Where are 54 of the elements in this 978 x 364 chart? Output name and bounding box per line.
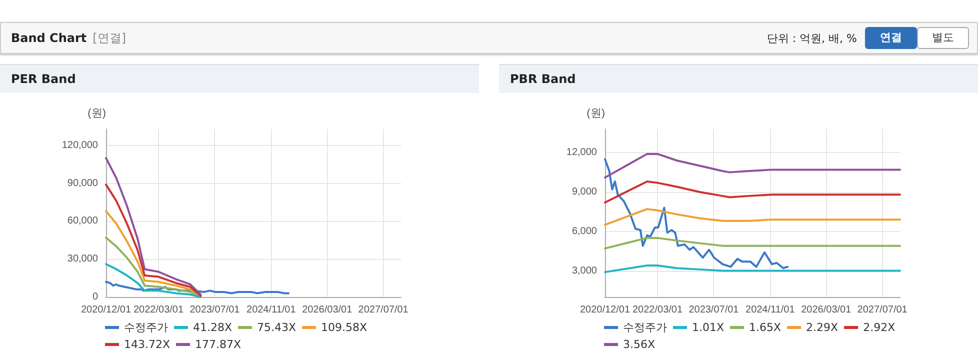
y-tick-label: 60,000	[67, 216, 98, 227]
x-tick-label: 2023/07/01	[190, 304, 240, 316]
line-series	[105, 280, 290, 294]
chart-title: PER Band	[0, 64, 479, 93]
text: 별도	[917, 27, 969, 49]
line-series	[604, 158, 789, 270]
legend-label: 2.92X	[863, 321, 896, 334]
line-series	[604, 208, 901, 226]
text: Band Chart	[11, 31, 87, 45]
legend-label: 수정주가	[623, 321, 667, 334]
text: [연결]	[92, 31, 126, 45]
y-tick-label: 90,000	[67, 178, 98, 189]
y-tick-label: 9,000	[572, 186, 598, 198]
line-series	[604, 236, 901, 250]
legend-label: 75.43X	[257, 321, 297, 334]
line-series	[604, 152, 901, 179]
y-tick-label: 6,000	[572, 226, 598, 237]
text: 연결	[865, 27, 917, 49]
y-tick-label: 3,000	[572, 265, 598, 276]
x-tick-label: 2024/11/01	[746, 304, 796, 316]
x-tick-label: 2022/03/01	[632, 304, 683, 316]
legend-label: 143.72X	[124, 338, 170, 351]
y-tick-label: 12,000	[566, 147, 598, 158]
x-tick-label: 2027/07/01	[857, 304, 908, 316]
line-series	[105, 210, 202, 297]
legend-label: 41.28X	[193, 321, 232, 334]
y-axis-title: (원)	[88, 108, 106, 120]
legend-label: 수정주가	[124, 321, 168, 334]
line-series	[105, 184, 202, 297]
line-series	[604, 180, 901, 204]
x-tick-label: 2020/12/01	[80, 304, 132, 316]
chart-title: PBR Band	[499, 64, 978, 93]
legend-label: 1.65X	[749, 321, 782, 334]
legend-label: 177.87X	[195, 338, 242, 351]
text: 단위 : 억원, 배, %	[766, 31, 857, 46]
x-tick-label: 2020/12/01	[580, 304, 630, 316]
line-series	[105, 263, 202, 298]
legend-label: 109.58X	[321, 321, 368, 334]
x-tick-label: 2027/07/01	[358, 304, 409, 316]
line-series	[105, 157, 202, 296]
y-tick-label: 30,000	[67, 254, 98, 265]
x-tick-label: 2023/07/01	[688, 304, 740, 316]
x-tick-label: 2022/03/01	[133, 304, 184, 316]
x-tick-label: 2026/03/01	[801, 304, 852, 316]
y-axis-title: (원)	[586, 108, 605, 120]
x-tick-label: 2024/11/01	[246, 304, 296, 316]
line-series	[604, 264, 901, 274]
legend-label: 3.56X	[623, 338, 656, 351]
legend-label: 2.29X	[806, 321, 839, 334]
legend-label: 1.01X	[692, 321, 724, 334]
y-tick-label: 0	[92, 292, 98, 302]
y-tick-label: 120,000	[62, 140, 98, 151]
x-tick-label: 2026/03/01	[302, 304, 353, 316]
line-series	[105, 236, 202, 297]
